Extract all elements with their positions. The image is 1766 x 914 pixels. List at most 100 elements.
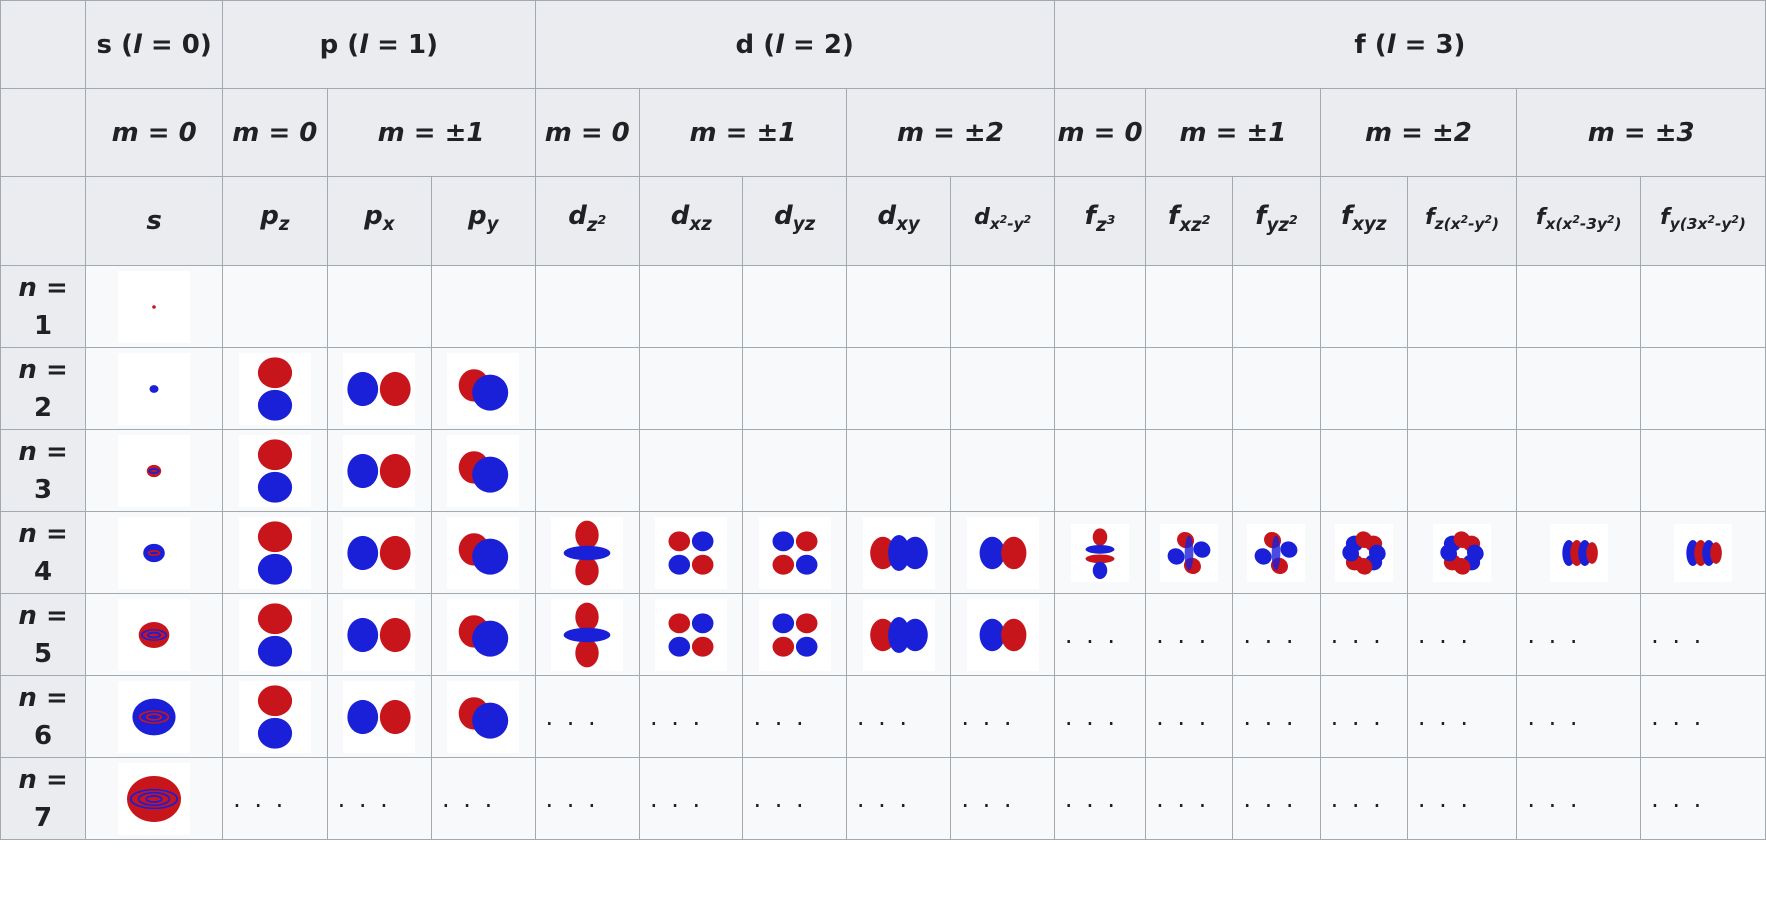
orbital-name: dxz	[670, 201, 712, 236]
orbital-cell	[431, 675, 536, 758]
empty-cell	[845, 265, 952, 348]
empty-cell	[1319, 347, 1408, 430]
orbital-name: dyz	[774, 201, 816, 236]
orbital-cell	[1640, 511, 1766, 594]
empty-cell	[1516, 347, 1642, 430]
orbital-cell	[222, 593, 328, 676]
ellipsis-cell: . . .	[1516, 757, 1642, 840]
orbital-image	[238, 516, 311, 589]
orbital-cell	[638, 511, 744, 594]
ellipsis-cell: . . .	[1406, 593, 1518, 676]
ellipsis-cell: . . .	[1406, 757, 1518, 840]
orbital-image	[118, 270, 191, 343]
empty-cell	[1640, 429, 1766, 512]
orbital-cell	[1053, 511, 1147, 594]
orbital-image	[551, 516, 624, 589]
orbital-table: s (l = 0) p (l = 1) d (l = 2) f (l = 3) …	[0, 0, 1766, 840]
orbital-header-fz3: fz3	[1053, 176, 1147, 266]
orbital-image	[966, 516, 1039, 589]
row-number: 1	[34, 310, 53, 341]
orbital-image	[238, 352, 311, 425]
orbital-header-fyz2: fyz2	[1232, 176, 1321, 266]
orbital-cell	[85, 511, 224, 594]
empty-cell	[638, 265, 744, 348]
m-header: m = 0	[222, 88, 328, 177]
orbital-name: py	[468, 201, 499, 236]
orbital-name: dz2	[568, 201, 607, 236]
empty-cell	[1232, 429, 1321, 512]
orbital-header-px: px	[326, 176, 433, 266]
row-header-n2: n = 2	[0, 347, 87, 430]
m-header: m = 0	[534, 88, 640, 177]
row-number: 3	[34, 474, 53, 505]
row-header-n5: n = 5	[0, 593, 87, 676]
orbital-image	[655, 516, 728, 589]
row-header-n6: n = 6	[0, 675, 87, 758]
orbital-cell	[222, 511, 328, 594]
orbital-cell	[326, 675, 433, 758]
m-header: m = 0	[85, 88, 224, 177]
orbital-image	[118, 434, 191, 507]
row-header-n3: n = 3	[0, 429, 87, 512]
empty-cell	[534, 347, 640, 430]
orbital-name: fxyz	[1340, 201, 1387, 236]
empty-cell	[1406, 347, 1518, 430]
orbital-header-fxz2: fxz2	[1145, 176, 1234, 266]
orbital-cell	[742, 511, 847, 594]
orbital-name: fxz2	[1168, 201, 1211, 236]
orbital-name: s	[146, 206, 162, 236]
orbital-cell	[326, 347, 433, 430]
orbital-header-dxy: dxy	[845, 176, 952, 266]
ellipsis-cell: . . .	[1232, 593, 1321, 676]
empty-cell	[950, 265, 1055, 348]
orbital-cell	[326, 511, 433, 594]
ellipsis-cell: . . .	[950, 757, 1055, 840]
empty-cell	[1053, 265, 1147, 348]
empty-cell	[638, 429, 744, 512]
orbital-header-fy3x2y2: fy(3x2-y2)	[1640, 176, 1766, 266]
empty-cell	[431, 265, 536, 348]
orbital-cell	[638, 593, 744, 676]
ellipsis-cell: . . .	[534, 757, 640, 840]
orbital-image	[343, 516, 416, 589]
ellipsis-cell: . . .	[742, 757, 847, 840]
orbital-name: fyz2	[1255, 201, 1298, 236]
ellipsis-cell: . . .	[1516, 675, 1642, 758]
empty-cell	[1145, 429, 1234, 512]
empty-cell	[534, 265, 640, 348]
orbital-cell	[222, 675, 328, 758]
ellipsis-cell: . . .	[1145, 675, 1234, 758]
orbital-image	[758, 598, 831, 671]
ellipsis-cell: . . .	[1053, 757, 1147, 840]
table-row: n = 3	[0, 429, 1766, 512]
row-label: n =	[18, 518, 68, 549]
orbital-cell	[85, 757, 224, 840]
empty-cell	[1232, 265, 1321, 348]
empty-cell	[1232, 347, 1321, 430]
orbital-image	[118, 762, 191, 835]
orbital-image	[862, 598, 935, 671]
empty-cell	[742, 429, 847, 512]
orbital-image	[1674, 523, 1733, 582]
orbital-name: pz	[260, 201, 290, 236]
ellipsis-cell: . . .	[534, 675, 640, 758]
empty-cell	[845, 347, 952, 430]
empty-cell	[1640, 265, 1766, 348]
corner-cell	[0, 88, 87, 177]
orbital-cell	[534, 511, 640, 594]
row-label: n =	[18, 354, 68, 385]
empty-cell	[950, 429, 1055, 512]
ellipsis-cell: . . .	[1319, 675, 1408, 758]
group-d-header: d (l = 2)	[534, 0, 1055, 89]
ellipsis-cell: . . .	[1053, 675, 1147, 758]
orbital-cell	[326, 593, 433, 676]
orbital-cell	[1232, 511, 1321, 594]
ellipsis-cell: . . .	[638, 757, 744, 840]
orbital-image	[118, 680, 191, 753]
corner-cell	[0, 176, 87, 266]
ellipsis-cell: . . .	[1640, 593, 1766, 676]
m-header: m = ±1	[1145, 88, 1321, 177]
orbital-image	[118, 598, 191, 671]
orbital-header-s: s	[85, 176, 224, 266]
ellipsis-cell: . . .	[845, 757, 952, 840]
